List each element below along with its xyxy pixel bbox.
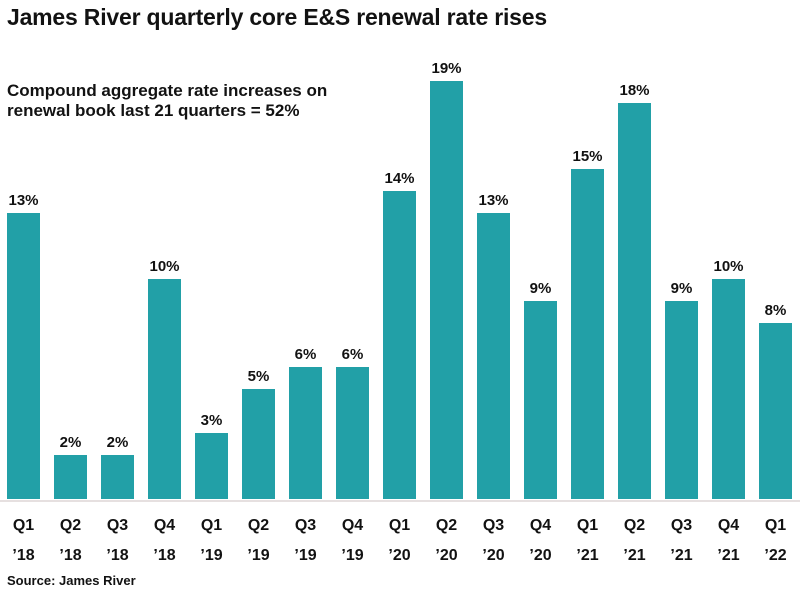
x-axis-tick-label: Q2 ’20 [435, 517, 458, 564]
x-axis-tick-label: Q1 ’18 [12, 517, 35, 564]
bar [289, 367, 322, 499]
bar [665, 301, 698, 499]
bar [7, 213, 40, 499]
bar-value-label: 2% [59, 434, 82, 451]
x-axis-tick-label: Q4 ’21 [717, 517, 740, 564]
bar [383, 191, 416, 499]
bar-value-label: 19% [431, 60, 462, 77]
x-axis-tick-label: Q1 ’22 [764, 517, 787, 564]
bar-value-label: 6% [294, 346, 317, 363]
bar-value-label: 18% [619, 82, 650, 99]
bar-value-label: 10% [149, 258, 180, 275]
x-axis-tick-label: Q3 ’18 [106, 517, 129, 564]
x-axis-tick-label: Q2 ’21 [623, 517, 646, 564]
bar [571, 169, 604, 499]
bar [759, 323, 792, 499]
bar [430, 81, 463, 499]
bar [618, 103, 651, 499]
bar-value-label: 10% [713, 258, 744, 275]
x-axis-tick-label: Q1 ’19 [200, 517, 223, 564]
chart-subtitle-line1: Compound aggregate rate increases on [7, 81, 328, 100]
bar-value-label: 5% [247, 368, 270, 385]
plot-area: 13% 2% 2% 10% 3% 5% 6% 6% 14% 19% 13% 9% 15% 18% 9% 10%… [7, 60, 792, 499]
bar-value-label: 9% [670, 280, 693, 297]
bar [195, 433, 228, 499]
bar [524, 301, 557, 499]
x-axis-tick-label: Q1 ’20 [388, 517, 411, 564]
chart-subtitle: Compound aggregate rate increases on ren… [7, 81, 327, 121]
bar-value-label: 2% [106, 434, 129, 451]
bar [477, 213, 510, 499]
bar-value-label: 14% [384, 170, 415, 187]
bar-value-label: 3% [200, 412, 223, 429]
chart-subtitle-line2: renewal book last 21 quarters = 52% [7, 101, 300, 120]
bar-value-label: 13% [478, 192, 509, 209]
x-axis-tick-label: Q3 ’21 [670, 517, 693, 564]
bar-value-label: 8% [764, 302, 787, 319]
bar-value-label: 15% [572, 148, 603, 165]
chart-title: James River quarterly core E&S renewal r… [7, 4, 547, 30]
x-axis-tick-label: Q1 ’21 [576, 517, 599, 564]
x-axis-tick-label: Q4 ’19 [341, 517, 364, 564]
bar [336, 367, 369, 499]
bar [712, 279, 745, 499]
source-note: Source: James River [7, 573, 136, 588]
x-axis-tick-label: Q4 ’20 [529, 517, 552, 564]
bar-value-label: 13% [8, 192, 39, 209]
bar [101, 455, 134, 499]
x-axis-tick-label: Q4 ’18 [153, 517, 176, 564]
bar-value-label: 9% [529, 280, 552, 297]
x-axis-tick-label: Q3 ’20 [482, 517, 505, 564]
x-axis-tick-label: Q3 ’19 [294, 517, 317, 564]
x-axis-labels: Q1 ’18 Q2 ’18 Q3 ’18 Q4 ’18 Q1 ’19 Q2 ’19 Q3 ’… [0, 511, 800, 571]
bar [148, 279, 181, 499]
x-axis-line [0, 500, 800, 502]
bar [242, 389, 275, 499]
bar [54, 455, 87, 499]
bar-value-label: 6% [341, 346, 364, 363]
x-axis-tick-label: Q2 ’19 [247, 517, 270, 564]
x-axis-tick-label: Q2 ’18 [59, 517, 82, 564]
